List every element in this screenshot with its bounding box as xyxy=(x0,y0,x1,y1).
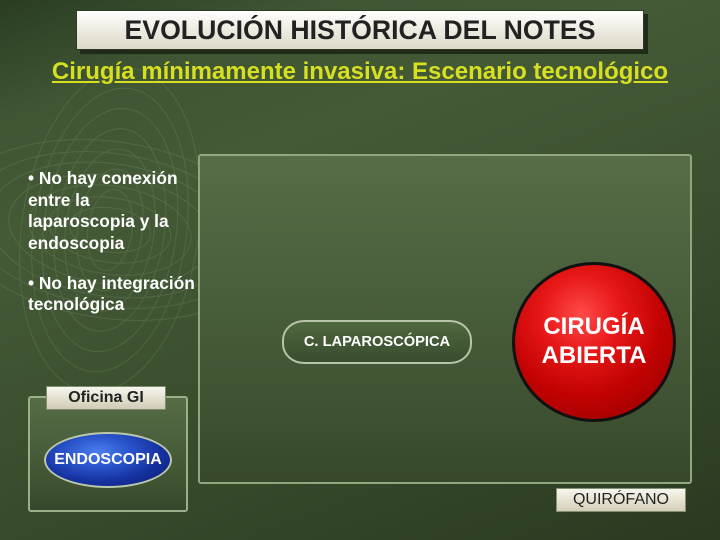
bullet-text: No hay integración tecnológica xyxy=(28,273,195,315)
slide: EVOLUCIÓN HISTÓRICA DEL NOTES Cirugía mí… xyxy=(0,0,720,540)
gi-office-label: Oficina GI xyxy=(46,386,166,410)
bullet-marker: • xyxy=(28,273,39,293)
slide-subtitle: Cirugía mínimamente invasiva: Escenario … xyxy=(40,58,680,86)
bullet-item: • No hay conexión entre la laparoscopia … xyxy=(28,168,198,255)
bullet-marker: • xyxy=(28,168,39,188)
bullet-list: • No hay conexión entre la laparoscopia … xyxy=(28,168,198,334)
operating-room-label: QUIRÓFANO xyxy=(556,488,686,512)
bullet-item: • No hay integración tecnológica xyxy=(28,273,198,316)
bullet-text: No hay conexión entre la laparoscopia y … xyxy=(28,168,178,253)
endoscopy-node: ENDOSCOPIA xyxy=(44,432,172,488)
open-surgery-node: CIRUGÍA ABIERTA xyxy=(512,262,676,422)
slide-title: EVOLUCIÓN HISTÓRICA DEL NOTES xyxy=(125,15,596,46)
title-bar: EVOLUCIÓN HISTÓRICA DEL NOTES xyxy=(76,10,644,50)
laparoscopic-node: C. LAPAROSCÓPICA xyxy=(282,320,472,364)
